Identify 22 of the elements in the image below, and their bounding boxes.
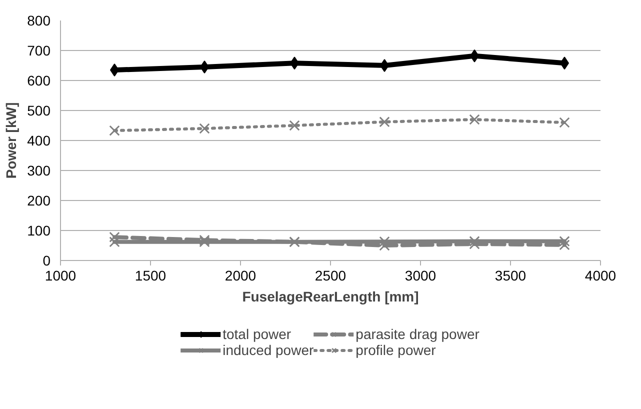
y-tick-label: 100 — [27, 222, 51, 238]
x-tick-label: 1500 — [134, 268, 166, 284]
y-tick-label: 300 — [27, 162, 51, 178]
legend-label: parasite drag power — [356, 326, 480, 342]
x-tick-label: 2000 — [224, 268, 256, 284]
legend-label: total power — [222, 326, 292, 342]
x-tick-label: 3500 — [494, 268, 526, 284]
legend-label: induced power — [222, 342, 314, 358]
x-tick-label: 3000 — [404, 268, 436, 284]
x-axis-title: FuselageRearLength [mm] — [242, 288, 419, 304]
legend-label: profile power — [356, 342, 436, 358]
y-axis-title: Power [kW] — [3, 102, 20, 179]
y-tick-label: 400 — [27, 132, 51, 148]
x-tick-label: 2500 — [314, 268, 346, 284]
y-tick-label: 500 — [27, 102, 51, 118]
x-tick-label: 1000 — [44, 268, 76, 284]
y-tick-label: 0 — [42, 252, 51, 268]
y-tick-label: 800 — [27, 12, 51, 28]
y-tick-label: 600 — [27, 72, 51, 88]
x-tick-label: 4000 — [584, 268, 616, 284]
y-tick-label: 700 — [27, 42, 51, 58]
y-tick-label: 200 — [27, 192, 51, 208]
